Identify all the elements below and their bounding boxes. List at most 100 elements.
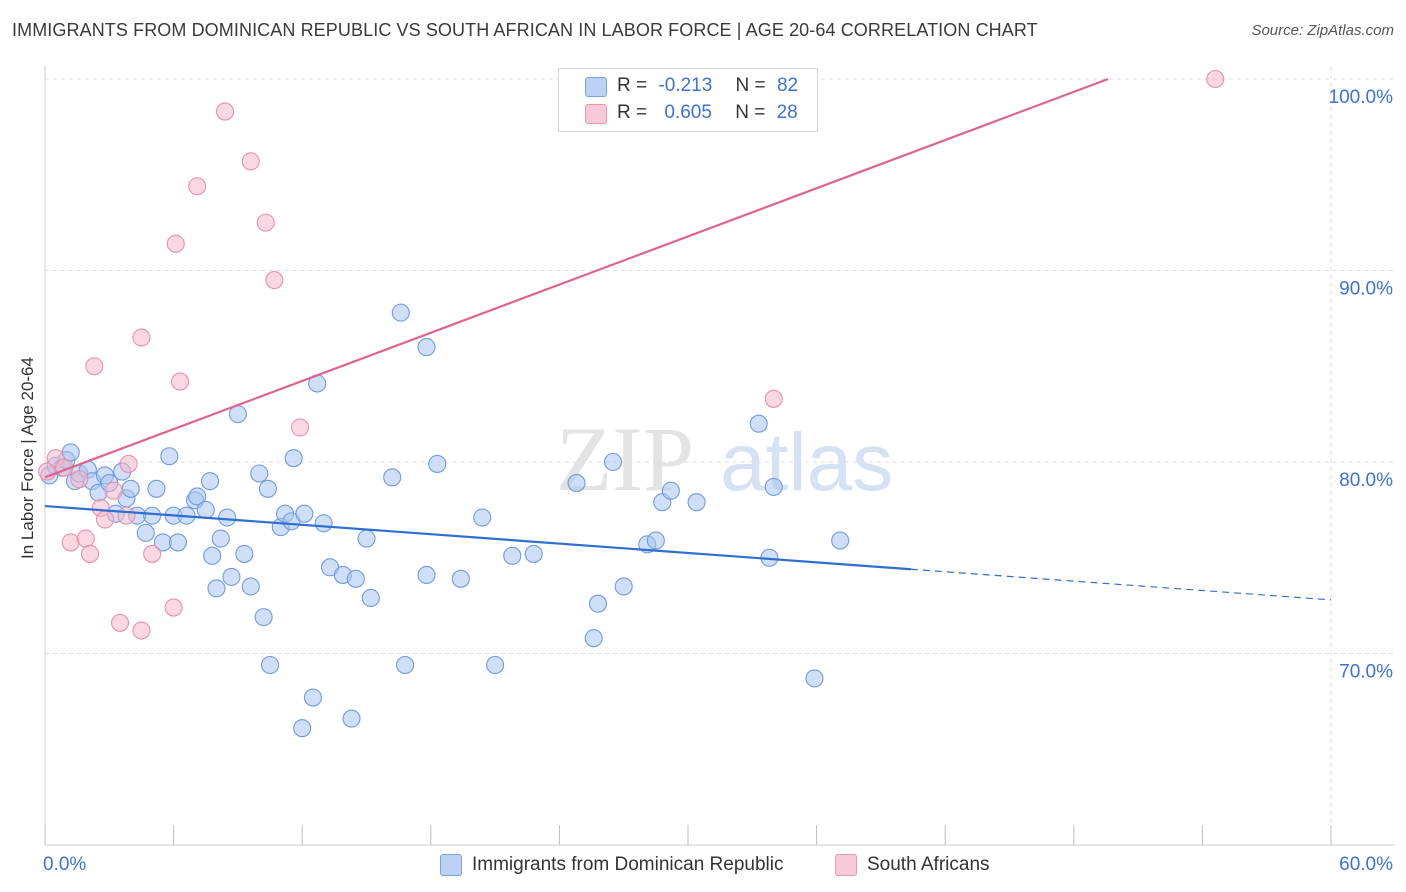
- dominican-point: [136, 523, 155, 542]
- x-tick-label: 60.0%: [1339, 854, 1393, 875]
- dominican-point: [258, 479, 277, 498]
- south-african-point: [132, 328, 151, 347]
- dominican-point: [588, 594, 608, 613]
- dominican-point: [160, 447, 179, 466]
- dominican-trend-extension: [910, 568, 1332, 601]
- dominican-point: [396, 655, 415, 675]
- dominican-point: [831, 531, 850, 550]
- dominican-point: [250, 464, 269, 483]
- south-african-point: [143, 544, 162, 563]
- dominican-point: [346, 569, 365, 588]
- south-african-point: [164, 598, 183, 617]
- dominican-point: [303, 688, 322, 707]
- x-tick-label: 0.0%: [43, 854, 86, 875]
- dominican-point: [417, 565, 436, 585]
- south-african-point: [166, 234, 185, 253]
- dominican-point: [486, 655, 505, 675]
- south-african-point: [119, 454, 138, 473]
- dominican-point: [295, 504, 314, 523]
- dominican-point: [61, 443, 80, 462]
- south-african-point: [61, 533, 80, 552]
- source-label: Source: ZipAtlas.com: [1251, 22, 1394, 39]
- dominican-point: [805, 669, 824, 688]
- stats-legend: R = -0.213 N = 82 R = 0.605 N = 28: [558, 68, 818, 132]
- south-african-point: [241, 152, 260, 171]
- n-label: N =: [735, 102, 766, 123]
- blue-swatch: [585, 77, 607, 97]
- pink-swatch: [585, 104, 607, 124]
- dominican-point: [661, 481, 680, 500]
- dominican-point: [614, 577, 633, 596]
- dominican-point: [222, 567, 241, 586]
- dominican-point: [235, 544, 254, 563]
- dominican-point: [241, 577, 260, 596]
- south-african-point: [110, 613, 130, 632]
- dominican-point: [254, 608, 273, 627]
- y-tick-label: 70.0%: [1339, 662, 1393, 683]
- south-african-point: [80, 544, 100, 563]
- dominican-point: [342, 709, 361, 728]
- south-african-point: [95, 510, 115, 529]
- n-label: N =: [735, 75, 766, 96]
- south-african-point: [104, 481, 123, 500]
- south-african-point: [188, 177, 207, 196]
- dominican-point: [203, 546, 222, 565]
- legend-item-south-africans: South Africans: [835, 852, 990, 878]
- dominican-point: [764, 477, 783, 496]
- r-value: 0.605: [664, 102, 712, 123]
- dominican-point: [168, 533, 187, 552]
- dominican-point: [188, 487, 207, 506]
- south-african-point: [215, 102, 235, 121]
- dominican-point: [391, 303, 410, 322]
- dominican-point: [451, 569, 470, 588]
- south-african-trend-line: [44, 77, 1109, 479]
- n-value: 28: [776, 102, 798, 123]
- south-african-point: [85, 357, 104, 376]
- watermark-atlas: atlas: [720, 417, 893, 508]
- dominican-point: [417, 338, 436, 357]
- dominican-point: [293, 719, 312, 738]
- dominican-point: [749, 414, 768, 433]
- south-african-point: [764, 389, 783, 408]
- dominican-point: [687, 493, 706, 512]
- dominican-point: [603, 452, 623, 472]
- dominican-point: [503, 546, 522, 565]
- dominican-point: [196, 500, 215, 519]
- y-tick-label: 90.0%: [1339, 279, 1393, 300]
- dominican-point: [284, 449, 303, 468]
- dominican-point: [147, 479, 166, 498]
- south-african-point: [265, 271, 284, 290]
- legend-label: Immigrants from Dominican Republic: [472, 854, 784, 875]
- dominican-point: [428, 454, 447, 473]
- pink-swatch: [835, 854, 857, 876]
- legend-label: South Africans: [867, 854, 990, 875]
- r-label: R =: [617, 75, 648, 96]
- legend-item-dominican: Immigrants from Dominican Republic: [440, 852, 784, 878]
- dominican-point: [260, 655, 280, 675]
- r-label: R =: [617, 102, 648, 123]
- dominican-point: [383, 468, 402, 487]
- dominican-point: [314, 514, 333, 533]
- dominican-point: [143, 506, 162, 525]
- south-african-point: [76, 529, 95, 548]
- south-african-point: [256, 213, 275, 232]
- dominican-point: [211, 529, 230, 548]
- south-african-point: [1206, 69, 1225, 89]
- blue-swatch: [440, 854, 462, 876]
- n-value: 82: [776, 75, 799, 96]
- y-tick-label: 80.0%: [1339, 470, 1393, 491]
- r-value: -0.213: [658, 75, 713, 96]
- dominican-point: [646, 531, 665, 550]
- y-tick-label: 100.0%: [1329, 87, 1394, 108]
- south-african-point: [291, 418, 310, 437]
- dominican-point: [473, 508, 492, 527]
- dominican-point: [207, 579, 226, 598]
- dominican-point: [361, 588, 380, 608]
- south-african-point: [170, 372, 190, 391]
- dominican-point: [218, 508, 237, 527]
- dominican-point: [200, 472, 220, 491]
- south-african-point: [132, 621, 151, 640]
- dominican-point: [357, 529, 376, 548]
- chart-title: IMMIGRANTS FROM DOMINICAN REPUBLIC VS SO…: [12, 20, 1038, 40]
